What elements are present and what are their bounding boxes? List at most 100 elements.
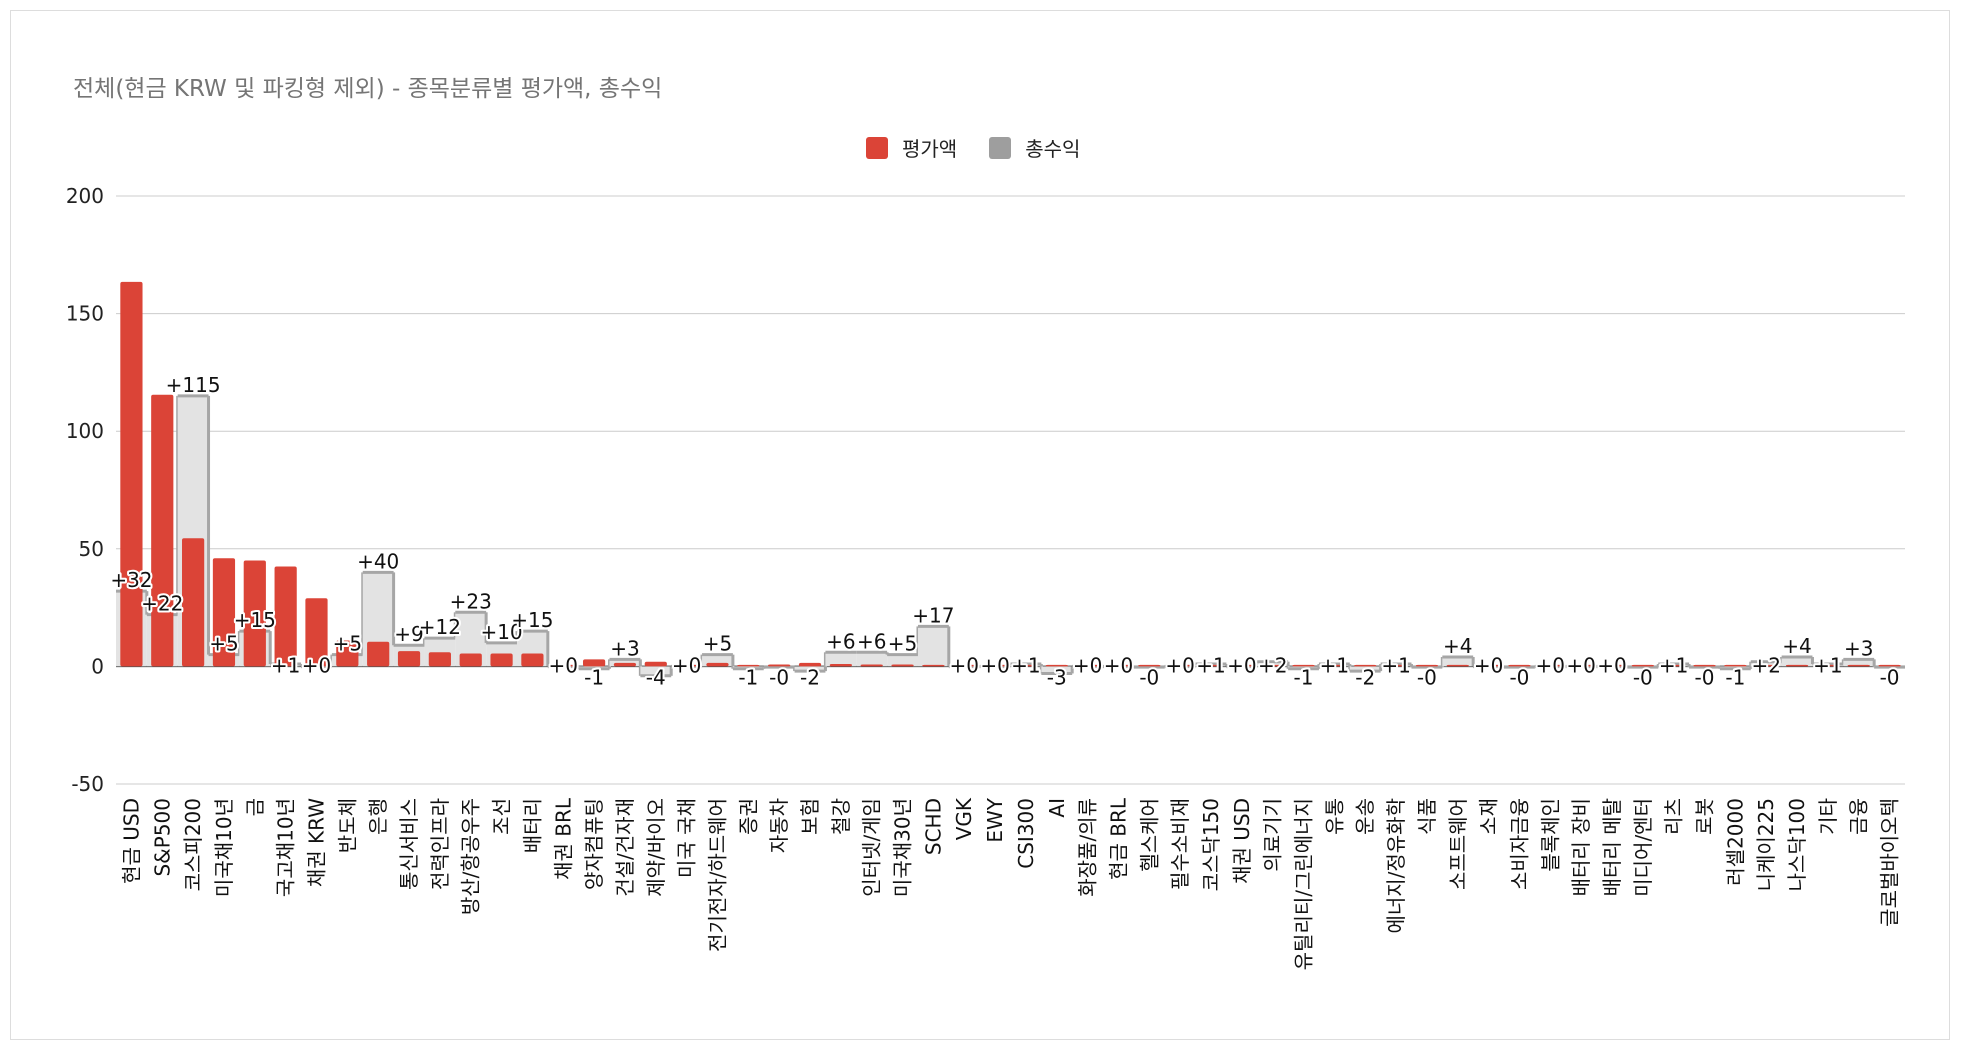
data-label: -0 (1695, 665, 1715, 689)
data-label: +3 (610, 636, 639, 660)
x-tick-label: 조선 (490, 798, 514, 835)
data-label: +5 (333, 632, 362, 656)
value-bar (120, 281, 143, 667)
value-bar (1662, 664, 1685, 667)
value-bar (613, 662, 637, 667)
x-tick-label: 금 (243, 798, 267, 816)
data-label: +0 (1597, 653, 1626, 677)
value-bar (706, 662, 729, 667)
gain-area-segment (702, 654, 733, 667)
x-tick-label: SCHD (921, 798, 945, 855)
value-bar (1323, 664, 1346, 667)
data-label: +1 (1011, 653, 1040, 677)
value-bar (1600, 664, 1624, 667)
data-label: +0 (949, 653, 978, 677)
value-bar (737, 664, 760, 667)
data-label: +9 (394, 622, 423, 646)
value-bar (274, 566, 297, 667)
x-tick-label: 러셀2000 (1723, 798, 1747, 886)
value-bar (922, 664, 945, 667)
data-label: +2 (1258, 653, 1287, 677)
data-label: +1 (1320, 653, 1349, 677)
x-tick-label: 건설/건자재 (613, 798, 637, 897)
gain-area-segment (887, 654, 918, 667)
data-label: -1 (1294, 665, 1314, 689)
value-bar (891, 664, 914, 667)
x-tick-label: 소프트웨어 (1446, 798, 1470, 890)
legend-swatch-series-1 (866, 136, 888, 159)
data-label: +32 (110, 568, 152, 592)
gain-area-segment (1442, 656, 1474, 667)
x-tick-label: 철강 (829, 798, 853, 835)
data-label: -0 (769, 665, 789, 689)
data-label: +0 (1073, 653, 1102, 677)
x-tick-label: 식품 (1415, 798, 1439, 835)
x-tick-label: 필수소비재 (1168, 798, 1192, 890)
x-tick-label: 글로벌바이오텍 (1878, 798, 1902, 927)
value-bar (1816, 664, 1839, 667)
data-label: -1 (584, 665, 604, 689)
x-tick-label: 니케이225 (1754, 798, 1778, 891)
data-label: -0 (1139, 665, 1159, 689)
data-label: +10 (480, 620, 522, 644)
x-tick-label: 전력인프라 (428, 798, 452, 890)
data-label: +5 (888, 632, 917, 656)
x-tick-label: 로봇 (1693, 798, 1717, 835)
chart-title: 전체(현금 KRW 및 파킹형 제외) - 종목분류별 평가액, 총수익 (73, 76, 663, 102)
value-bar (151, 394, 174, 667)
data-label: +0 (1474, 653, 1503, 677)
data-label: +6 (857, 629, 886, 653)
x-tick-label: VGK (952, 797, 976, 840)
y-tick-label: 200 (66, 184, 104, 208)
data-label: +0 (980, 653, 1009, 677)
x-tick-label: 배터리 장비 (1569, 798, 1593, 896)
y-tick-label: -50 (71, 772, 104, 796)
x-tick-label: S&P500 (150, 798, 174, 877)
x-tick-label: 의료기기 (1261, 798, 1285, 872)
x-tick-label: 채권 KRW (304, 798, 328, 887)
data-label: +15 (511, 608, 553, 632)
data-label: +0 (1566, 653, 1595, 677)
data-label: +2 (1751, 653, 1780, 677)
x-tick-label: 은행 (366, 798, 390, 835)
value-bar (367, 641, 390, 667)
data-label: -0 (1509, 665, 1529, 689)
value-bar (1076, 664, 1099, 667)
data-label: +4 (1782, 634, 1811, 658)
data-label: +15 (234, 608, 276, 632)
legend-swatch-series-2 (989, 136, 1012, 159)
value-bar (1107, 664, 1130, 667)
data-label: +4 (1443, 634, 1472, 658)
x-tick-label: 유통 (1322, 798, 1346, 835)
data-label: -2 (1355, 665, 1375, 689)
x-tick-label: 증권 (736, 798, 760, 835)
data-label: +115 (166, 373, 221, 397)
value-bar (397, 651, 421, 667)
value-bar (1724, 664, 1747, 667)
x-tick-label: 채권 BRL (551, 797, 575, 880)
x-tick-label: 인터넷/게임 (860, 798, 884, 897)
legend-item-series-1[interactable]: 평가액 (866, 133, 957, 162)
data-label: +1 (271, 653, 300, 677)
chart-legend: 평가액 총수익 (866, 133, 1112, 162)
value-bar (1631, 664, 1654, 667)
value-bar (1199, 664, 1223, 667)
gain-area-segment (1257, 661, 1289, 667)
value-bar (1693, 664, 1716, 667)
data-label: +0 (549, 653, 578, 677)
data-label: -0 (1417, 665, 1437, 689)
x-tick-label: 배터리 메탈 (1600, 798, 1624, 896)
value-bar (521, 653, 544, 667)
x-tick-label: 채권 USD (1230, 798, 1254, 884)
y-tick-label: 0 (91, 654, 104, 678)
value-bar (305, 598, 328, 667)
x-tick-label: 소재 (1477, 798, 1501, 835)
legend-item-series-2[interactable]: 총수익 (989, 133, 1080, 162)
x-tick-label: 코스피200 (181, 798, 205, 891)
value-bar (1539, 664, 1562, 667)
value-bar (243, 560, 266, 667)
value-bar (768, 664, 791, 667)
value-bar (1785, 664, 1809, 667)
value-bar (860, 664, 883, 667)
value-bar (1847, 664, 1870, 667)
